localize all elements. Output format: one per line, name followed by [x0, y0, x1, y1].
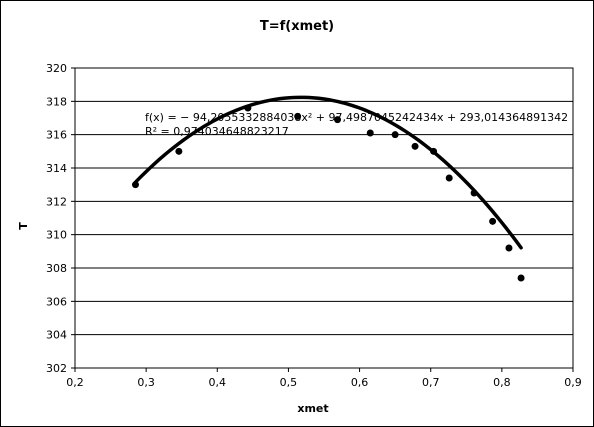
- r-squared-label: R² = 0,974034648823217: [145, 125, 289, 138]
- y-tick-label: 308: [46, 262, 67, 275]
- trendline-equation: f(x) = − 94,2055332884038x² + 97,4987045…: [145, 111, 568, 124]
- data-point: [294, 112, 302, 120]
- data-point: [366, 129, 374, 137]
- x-tick-label: 0,5: [280, 376, 298, 389]
- data-point: [505, 244, 513, 252]
- chart-title: T=f(xmet): [260, 19, 334, 34]
- y-tick-label: 320: [46, 62, 67, 75]
- data-point: [334, 116, 342, 124]
- data-point: [517, 274, 525, 282]
- y-tick-label: 306: [46, 295, 67, 308]
- x-tick-label: 0,8: [493, 376, 511, 389]
- x-axis-label: xmet: [297, 402, 328, 415]
- plot-area: [74, 67, 574, 369]
- x-tick-label: 0,9: [564, 376, 582, 389]
- data-point: [489, 217, 497, 225]
- y-tick-label: 304: [46, 329, 67, 342]
- y-tick-label: 316: [46, 129, 67, 142]
- data-point: [131, 181, 139, 189]
- y-tick-label: 318: [46, 95, 67, 108]
- data-point: [411, 142, 419, 150]
- data-points: [131, 104, 525, 282]
- y-tick-label: 312: [46, 195, 67, 208]
- x-axis-ticks: 0,2 0,3 0,4 0,5 0,6 0,7 0,8 0,9: [66, 368, 582, 389]
- y-tick-label: 302: [46, 362, 67, 375]
- data-point: [430, 147, 438, 155]
- data-point: [244, 104, 252, 112]
- x-tick-label: 0,3: [137, 376, 155, 389]
- data-point: [445, 174, 453, 182]
- data-point: [470, 189, 478, 197]
- trendline: [133, 95, 523, 250]
- y-axis-ticks: 302 304 306 308 310 312 314 316 318 320: [46, 62, 75, 375]
- data-point: [175, 147, 183, 155]
- x-tick-label: 0,4: [209, 376, 227, 389]
- x-tick-label: 0,6: [351, 376, 369, 389]
- x-tick-label: 0,7: [422, 376, 440, 389]
- y-tick-label: 310: [46, 229, 67, 242]
- x-tick-label: 0,2: [66, 376, 84, 389]
- y-tick-label: 314: [46, 162, 67, 175]
- y-axis-label: T: [17, 222, 30, 230]
- trendline-group: [133, 95, 523, 250]
- data-point: [391, 131, 399, 139]
- gridlines: [75, 100, 573, 336]
